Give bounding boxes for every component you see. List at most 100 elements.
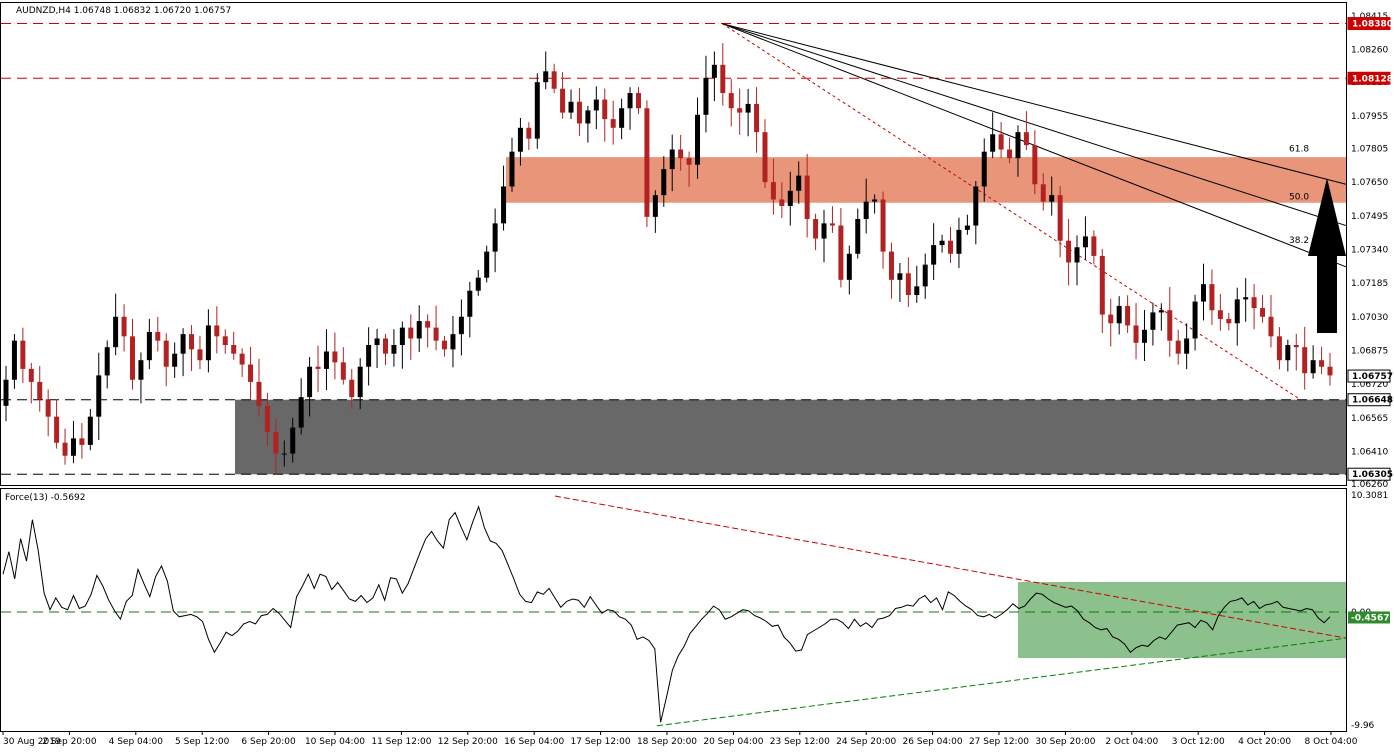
level-tag-2: 1.06648 — [1352, 396, 1393, 406]
candle-body — [121, 316, 127, 337]
candle-body — [501, 186, 507, 224]
candle-body — [79, 438, 85, 445]
x-tick-label: 4 Sep 04:00 — [109, 737, 164, 747]
candle-body — [104, 347, 110, 376]
candle-body — [1217, 310, 1223, 319]
price-tick-label: 1.07650 — [1351, 178, 1388, 188]
x-tick-label: 18 Sep 20:00 — [637, 737, 697, 747]
candle-body — [526, 127, 532, 139]
candle-body — [408, 327, 414, 339]
candle-body — [973, 186, 979, 226]
candle-body — [20, 340, 26, 369]
candle-body — [391, 344, 397, 354]
candle-body — [1319, 360, 1325, 367]
price-tick-label: 1.08260 — [1351, 46, 1388, 56]
candle-body — [1327, 366, 1333, 376]
x-tick-label: 20 Sep 04:00 — [703, 737, 763, 747]
x-tick-label: 10 Sep 04:00 — [305, 737, 365, 747]
candle-body — [1226, 318, 1232, 324]
force-upper-trendline — [554, 495, 1347, 639]
candle-body — [745, 103, 751, 113]
candle-body — [349, 379, 355, 398]
candle-body — [678, 149, 684, 159]
candle-body — [425, 321, 431, 328]
candle-body — [922, 264, 928, 287]
force-index-line — [2, 505, 1331, 723]
x-tick-label: 30 Sep 20:00 — [1035, 737, 1095, 747]
candle-body — [87, 416, 93, 445]
level-tag-0: 1.08380 — [1352, 20, 1393, 30]
candle-body — [813, 219, 819, 239]
candle-body — [619, 108, 625, 128]
candle-body — [172, 353, 178, 367]
candle-body — [382, 338, 388, 354]
force-consolidation-zone — [1018, 582, 1346, 658]
candle-body — [897, 273, 903, 280]
candle-body — [442, 340, 448, 350]
candle-body — [863, 201, 869, 220]
candle-body — [635, 93, 641, 109]
candle-body — [998, 134, 1004, 150]
candle-body — [290, 427, 296, 454]
candle-body — [1158, 310, 1164, 313]
candle-body — [214, 325, 220, 337]
candle-body — [231, 344, 237, 354]
candle-body — [728, 93, 734, 109]
force-value-tag-bg — [1348, 611, 1390, 624]
candle-body — [779, 199, 785, 206]
x-tick-label: 5 Sep 12:00 — [175, 737, 230, 747]
candle-body — [307, 366, 313, 398]
candle-body — [11, 340, 17, 380]
candle-body — [855, 219, 861, 254]
price-tick-label: 1.06565 — [1351, 414, 1388, 424]
current-price-tag-bg — [1347, 369, 1391, 383]
candle-body — [1302, 347, 1308, 374]
candle-body — [1116, 305, 1122, 324]
x-tick-label: 2 Oct 04:00 — [1105, 737, 1158, 747]
candle-body — [593, 99, 599, 111]
candle-body — [1268, 316, 1274, 337]
price-tick-label: 1.06720 — [1351, 380, 1388, 390]
candle-body — [1310, 360, 1316, 374]
x-tick-label: 3 Oct 12:00 — [1172, 737, 1225, 747]
force-lower-trendline — [656, 637, 1347, 727]
candle-body — [1108, 314, 1114, 324]
level-tag-1: 1.08128 — [1352, 74, 1393, 84]
level-tag-bg-1 — [1347, 71, 1391, 85]
price-tick-label: 1.07495 — [1351, 212, 1388, 222]
candle-body — [62, 442, 68, 456]
fib-fan-500-line — [721, 23, 1347, 227]
candle-body — [484, 251, 490, 278]
candle-body — [1141, 329, 1147, 343]
candle-body — [433, 327, 439, 341]
x-tick-label: 16 Sep 04:00 — [504, 737, 564, 747]
candle-body — [737, 108, 743, 113]
candle-body — [1184, 338, 1190, 354]
candle-body — [787, 190, 793, 206]
force-value-tag: -0.4567 — [1351, 613, 1389, 623]
candle-body — [1293, 344, 1299, 348]
candle-body — [1192, 301, 1198, 339]
candle-body — [366, 344, 372, 367]
candle-body — [70, 438, 76, 456]
resistance-zone — [506, 157, 1346, 203]
candle-body — [846, 253, 852, 280]
candle-body — [703, 77, 709, 115]
candle-body — [1125, 305, 1131, 326]
candle-body — [669, 149, 675, 170]
candle-body — [821, 223, 827, 239]
candle-body — [458, 316, 464, 335]
candle-body — [509, 151, 515, 187]
candle-body — [770, 182, 776, 200]
candle-body — [695, 114, 701, 165]
candle-body — [1201, 284, 1207, 302]
candle-body — [416, 321, 422, 339]
candle-body — [1040, 184, 1046, 202]
candle-body — [981, 151, 987, 187]
level-tag-3: 1.06305 — [1352, 470, 1393, 480]
descending-trend-line — [721, 23, 1301, 400]
x-tick-label: 12 Sep 20:00 — [438, 737, 498, 747]
price-tick-label: 1.08415 — [1351, 12, 1388, 22]
level-tag-bg-2 — [1347, 393, 1391, 407]
candle-body — [711, 64, 717, 78]
